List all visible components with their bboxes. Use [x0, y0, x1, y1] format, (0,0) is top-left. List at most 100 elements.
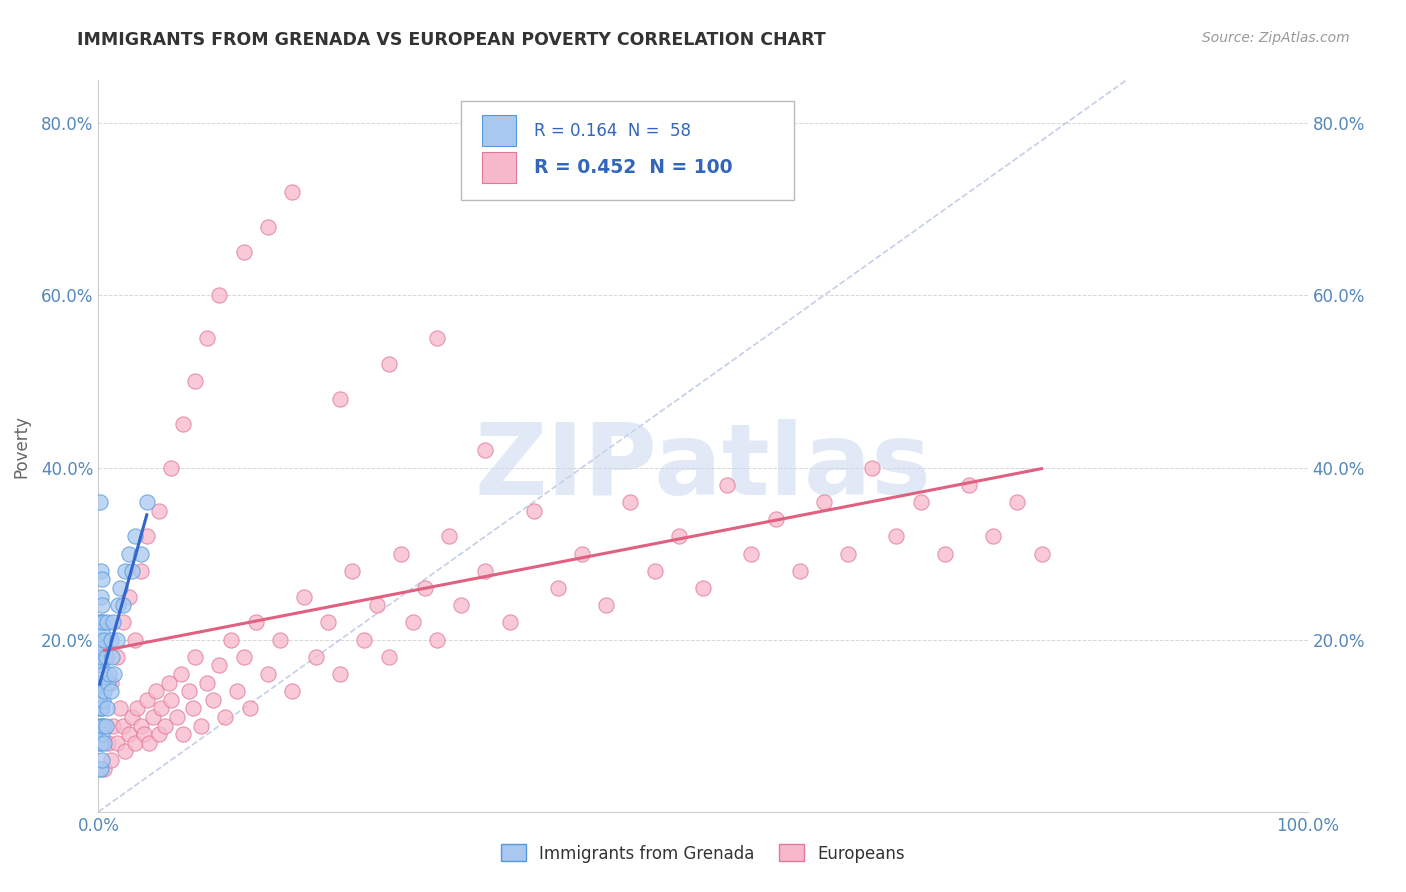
- Point: [105, 632, 128, 647]
- Point: [160, 460, 183, 475]
- Point: [135, 693, 157, 707]
- Point: [413, 581, 436, 595]
- Point: [124, 529, 146, 543]
- Point: [89, 615, 111, 630]
- Point: [91, 701, 114, 715]
- Legend: Immigrants from Grenada, Europeans: Immigrants from Grenada, Europeans: [494, 838, 912, 869]
- Point: [668, 529, 690, 543]
- Point: [90, 701, 112, 715]
- Bar: [482, 152, 516, 183]
- Point: [135, 495, 157, 509]
- Point: [886, 529, 908, 543]
- Point: [124, 632, 146, 647]
- Point: [957, 477, 980, 491]
- Point: [101, 615, 124, 630]
- Point: [89, 675, 111, 690]
- Point: [353, 632, 375, 647]
- Point: [292, 590, 315, 604]
- Point: [118, 727, 141, 741]
- Text: Source: ZipAtlas.com: Source: ZipAtlas.com: [1202, 31, 1350, 45]
- Point: [89, 632, 111, 647]
- Point: [91, 675, 114, 690]
- Point: [377, 649, 399, 664]
- Point: [121, 564, 143, 578]
- Point: [91, 615, 114, 630]
- Point: [89, 701, 111, 715]
- Point: [789, 564, 811, 578]
- Point: [111, 719, 134, 733]
- Point: [129, 547, 152, 561]
- Point: [108, 701, 131, 715]
- Point: [108, 581, 131, 595]
- Point: [94, 649, 117, 664]
- Point: [1031, 547, 1053, 561]
- Point: [184, 375, 207, 389]
- Point: [91, 649, 114, 664]
- Point: [91, 719, 114, 733]
- Point: [179, 684, 201, 698]
- Point: [190, 719, 212, 733]
- Point: [91, 667, 114, 681]
- Point: [232, 245, 254, 260]
- Point: [172, 727, 194, 741]
- Text: IMMIGRANTS FROM GRENADA VS EUROPEAN POVERTY CORRELATION CHART: IMMIGRANTS FROM GRENADA VS EUROPEAN POVE…: [77, 31, 827, 49]
- Point: [100, 684, 122, 698]
- Point: [91, 753, 114, 767]
- Point: [145, 684, 167, 698]
- Y-axis label: Poverty: Poverty: [11, 415, 30, 477]
- Point: [281, 185, 304, 199]
- Point: [181, 701, 204, 715]
- Point: [474, 443, 496, 458]
- Point: [498, 615, 520, 630]
- Point: [232, 649, 254, 664]
- Text: R = 0.452  N = 100: R = 0.452 N = 100: [534, 158, 733, 177]
- Point: [91, 727, 114, 741]
- Point: [89, 693, 111, 707]
- Point: [571, 547, 593, 561]
- Point: [166, 710, 188, 724]
- Point: [860, 460, 883, 475]
- Point: [93, 736, 115, 750]
- Point: [101, 719, 124, 733]
- Point: [172, 417, 194, 432]
- Point: [135, 529, 157, 543]
- Point: [184, 649, 207, 664]
- Point: [342, 564, 364, 578]
- Point: [93, 684, 115, 698]
- Point: [214, 710, 236, 724]
- Point: [91, 624, 114, 638]
- Point: [96, 701, 118, 715]
- Point: [91, 693, 114, 707]
- Point: [142, 710, 165, 724]
- Point: [160, 693, 183, 707]
- Point: [934, 547, 956, 561]
- Point: [389, 547, 412, 561]
- Point: [114, 564, 136, 578]
- Point: [90, 736, 112, 750]
- Point: [208, 658, 231, 673]
- Point: [1007, 495, 1029, 509]
- Point: [107, 598, 129, 612]
- Point: [426, 632, 449, 647]
- Point: [90, 762, 112, 776]
- Point: [426, 331, 449, 345]
- Point: [111, 615, 134, 630]
- Point: [100, 632, 122, 647]
- Point: [129, 564, 152, 578]
- Point: [910, 495, 932, 509]
- Point: [105, 736, 128, 750]
- Point: [134, 727, 156, 741]
- Point: [93, 632, 115, 647]
- Point: [202, 693, 225, 707]
- Point: [813, 495, 835, 509]
- Point: [157, 675, 180, 690]
- Point: [91, 573, 114, 587]
- Point: [103, 667, 125, 681]
- Point: [402, 615, 425, 630]
- Point: [981, 529, 1004, 543]
- Point: [94, 719, 117, 733]
- Point: [90, 641, 112, 656]
- Point: [195, 331, 218, 345]
- Text: ZIPatlas: ZIPatlas: [475, 419, 931, 516]
- Point: [118, 590, 141, 604]
